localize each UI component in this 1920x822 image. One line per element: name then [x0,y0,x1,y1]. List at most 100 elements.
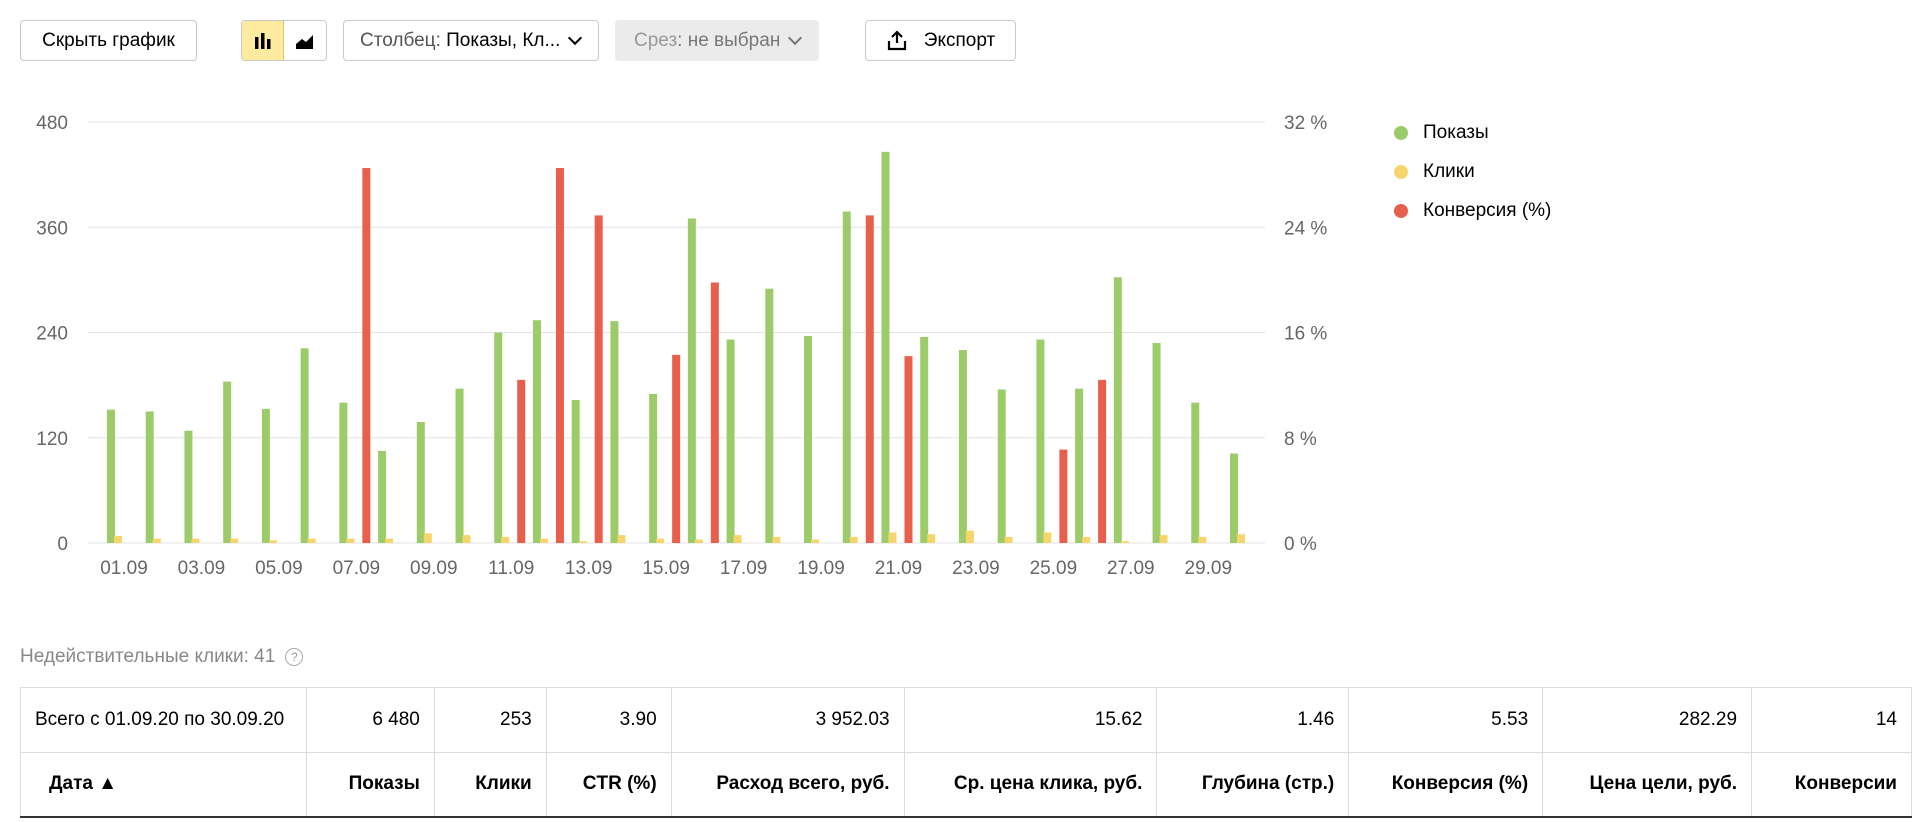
column-select[interactable]: Столбец: Показы, Кл... [343,20,599,61]
bar [184,430,193,543]
column-header-conversion-rate[interactable]: Конверсия (%) [1348,752,1544,818]
legend-label: Показы [1423,121,1489,143]
export-icon [887,29,906,50]
y-tick-label: 120 [36,429,68,450]
total-cell: 3.90 [545,687,672,753]
bar [958,350,967,543]
bar [965,530,974,543]
slice-select-label: Срез [634,29,678,51]
bar [578,541,587,543]
x-tick-label: 03.09 [178,558,226,579]
column-header-depth[interactable]: Глубина (стр.) [1156,752,1350,818]
x-tick-label: 25.09 [1030,558,1078,579]
bar [649,393,658,543]
x-tick-label: 21.09 [875,558,923,579]
total-cell: 3 952.03 [670,687,905,753]
bar [1059,449,1068,543]
x-tick-label: 09.09 [410,558,458,579]
total-cell: Всего с 01.09.20 по 30.09.20 [20,687,307,753]
bar [656,538,665,543]
chart-type-toggle[interactable] [241,20,327,61]
legend-item[interactable]: Клики [1394,152,1551,191]
area-chart-view-button[interactable] [284,21,326,60]
bar [1098,379,1107,543]
legend-label: Конверсия (%) [1423,199,1552,221]
hide-chart-label: Скрыть график [42,29,175,51]
column-header-goal-cost[interactable]: Цена цели, руб. [1542,752,1753,818]
y-tick-label: 360 [36,218,68,239]
bar [114,535,122,543]
total-cell: 253 [433,687,547,753]
bar-chart-view-button[interactable] [242,21,285,60]
bar [1159,535,1168,543]
x-tick-label: 27.09 [1107,558,1155,579]
statistics-chart: 0 0 % 120 8 % 240 16 % 360 24 % 480 32 % 01.09 03.0… [36,113,1327,579]
bar [416,421,425,543]
bar [261,408,270,543]
y2-tick-label: 16 % [1284,324,1327,345]
x-tick-label: 07.09 [333,558,381,579]
bar-chart-icon [254,32,270,49]
bar [191,538,200,543]
bar [772,536,781,543]
bar [920,336,929,543]
bar [145,411,154,543]
bar [594,215,603,544]
bar [804,336,813,543]
column-header-avg-cpc[interactable]: Ср. цена клика, руб. [903,752,1158,818]
bar [1113,277,1122,543]
bar [339,402,348,543]
y2-tick-label: 0 % [1284,534,1317,555]
total-cell: 5.53 [1348,687,1544,753]
bar [517,379,526,543]
bar [501,536,510,543]
bar [423,533,432,543]
legend-label: Клики [1423,160,1475,182]
column-header-date[interactable]: Дата ▲ [20,752,307,818]
bar [710,282,719,543]
column-header-clicks[interactable]: Клики [433,752,547,818]
bar [300,348,309,543]
bar [555,168,564,543]
column-header-conversions[interactable]: Конверсии [1751,752,1912,818]
hide-chart-button[interactable]: Скрыть график [20,20,197,61]
bar [733,535,742,543]
area-chart-icon [296,34,313,49]
slice-select-value: : не выбран [677,29,781,51]
legend-item[interactable]: Показы [1394,113,1551,152]
slice-select[interactable]: Срез : не выбран [615,20,819,61]
bar [1075,388,1084,543]
bar [1120,541,1129,543]
bar [362,168,371,543]
bar [230,538,239,543]
column-header-impressions[interactable]: Показы [305,752,435,818]
bar [346,538,355,543]
column-header-ctr[interactable]: CTR (%) [545,752,672,818]
bar [726,339,735,543]
bar [888,532,897,543]
bar [494,332,503,543]
total-cell: 282.29 [1542,687,1753,753]
legend-item[interactable]: Конверсия (%) [1394,191,1551,230]
x-tick-label: 23.09 [952,558,1000,579]
bar [881,151,890,543]
bar [765,288,774,543]
invalid-clicks: Недействительные клики: 41 ? [20,646,304,668]
bar [571,400,580,543]
bar [1230,453,1238,543]
column-header-spend[interactable]: Расход всего, руб. [670,752,905,818]
bar [532,320,541,543]
total-cell: 15.62 [903,687,1158,753]
bar [1191,402,1200,543]
bar [385,538,394,543]
header-row: Дата ▲ Показы Клики CTR (%) Расход всего… [20,752,1912,818]
x-tick-label: 17.09 [720,558,768,579]
help-icon[interactable]: ? [285,648,304,666]
export-label: Экспорт [923,29,996,51]
bar [455,388,464,543]
chevron-down-icon [788,30,803,45]
bar [811,539,820,543]
bar [307,538,316,543]
bar [865,215,874,544]
export-button[interactable]: Экспорт [865,20,1016,61]
